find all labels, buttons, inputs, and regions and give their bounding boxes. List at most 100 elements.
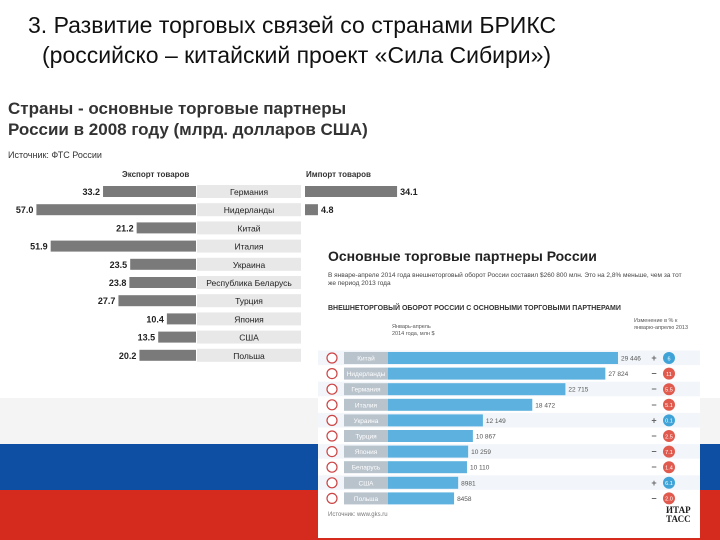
chart2-subtitle: ВНЕШНЕТОРГОВЫЙ ОБОРОТ РОССИИ С ОСНОВНЫМИ… bbox=[328, 305, 621, 312]
country-label-bg bbox=[344, 414, 388, 427]
country-label-bg bbox=[344, 492, 388, 505]
slide-title: 3. Развитие торговых связей со странами … bbox=[28, 10, 708, 70]
change-sign: − bbox=[651, 431, 656, 441]
turnover-bar bbox=[388, 414, 483, 427]
turnover-bar bbox=[388, 476, 459, 489]
change-value-label: 6 bbox=[667, 356, 670, 362]
turnover-value-label: 18 472 bbox=[535, 402, 555, 409]
export-bar bbox=[158, 331, 196, 343]
change-sign: − bbox=[651, 493, 656, 503]
import-value-label: 4.8 bbox=[321, 205, 334, 215]
export-value-label: 21.2 bbox=[116, 223, 134, 233]
export-value-label: 10.4 bbox=[146, 314, 164, 324]
export-value-label: 27.7 bbox=[98, 296, 116, 306]
country-label: Беларусь bbox=[352, 465, 381, 472]
country-flag-icon bbox=[326, 414, 338, 426]
change-value-label: 5.1 bbox=[665, 403, 673, 409]
country-label: Турция bbox=[235, 296, 263, 306]
change-badge bbox=[663, 383, 675, 396]
change-value-label: 11 bbox=[666, 372, 672, 378]
export-bar bbox=[129, 277, 196, 288]
itar-tass-logo: ИТАР ТАСС bbox=[666, 506, 691, 524]
country-label: Польша bbox=[354, 496, 379, 503]
turnover-bar bbox=[388, 430, 473, 442]
chart2-title: Основные торговые партнеры России bbox=[328, 248, 597, 264]
country-label-bg bbox=[197, 294, 301, 308]
turnover-bar bbox=[388, 352, 618, 364]
chart1-source: Источник: ФТС России bbox=[8, 150, 102, 160]
trade-partners-2008-chart: 33.2 Германия 34.1 57.0 Нидерланды 4.8 21.2 Кит… bbox=[16, 185, 418, 362]
turnover-value-label: 12 149 bbox=[486, 418, 506, 425]
country-label: Япония bbox=[234, 314, 264, 324]
change-badge bbox=[663, 461, 675, 474]
change-value-label: 2.5 bbox=[665, 434, 673, 440]
chart1-import-header: Импорт товаров bbox=[306, 170, 371, 179]
country-flag-icon bbox=[326, 399, 338, 411]
turnover-bar bbox=[388, 367, 606, 380]
country-label: Нидерланды bbox=[347, 371, 386, 378]
slide-title-line1: 3. Развитие торговых связей со странами … bbox=[28, 12, 557, 38]
change-sign: + bbox=[651, 478, 656, 488]
change-badge bbox=[663, 476, 675, 489]
logo-line2: ТАСС bbox=[666, 514, 691, 524]
export-bar bbox=[118, 295, 196, 307]
country-label-bg bbox=[344, 445, 388, 458]
export-value-label: 13.5 bbox=[138, 333, 156, 343]
change-sign: − bbox=[651, 369, 656, 379]
country-label: Китай bbox=[238, 223, 261, 233]
turnover-value-label: 10 867 bbox=[476, 434, 496, 441]
country-label-bg bbox=[344, 430, 388, 442]
trade-partners-2014-panel: Китай 29 446 +6 Нидерланды 27 824 − 11 Германия… bbox=[318, 238, 700, 538]
change-badge bbox=[663, 430, 675, 442]
change-value-label: 5.5 bbox=[665, 388, 673, 394]
change-value-label: 6.1 bbox=[665, 481, 673, 487]
country-label-bg bbox=[197, 257, 301, 271]
change-sign: − bbox=[651, 384, 656, 394]
country-label: Польша bbox=[233, 351, 265, 361]
country-label-bg bbox=[344, 476, 388, 489]
country-label-bg bbox=[197, 239, 301, 253]
country-label-bg bbox=[197, 312, 301, 326]
turnover-bar bbox=[388, 445, 469, 458]
country-label-bg bbox=[344, 461, 388, 474]
chart1-title-line2: России в 2008 году (млрд. долларов США) bbox=[8, 120, 368, 139]
export-value-label: 33.2 bbox=[83, 187, 101, 197]
logo-line1: ИТАР bbox=[666, 505, 691, 515]
country-label: Италия bbox=[355, 402, 378, 409]
change-value-label: 7.1 bbox=[665, 450, 673, 456]
change-badge bbox=[663, 492, 675, 505]
change-badge bbox=[663, 445, 675, 458]
turnover-value-label: 27 824 bbox=[608, 371, 628, 378]
country-label: Китай bbox=[357, 355, 375, 363]
change-badge bbox=[663, 352, 675, 364]
chart1-title: Страны - основные торговые партнеры Росс… bbox=[8, 98, 368, 140]
country-label-bg bbox=[344, 383, 388, 396]
export-value-label: 20.2 bbox=[119, 351, 137, 361]
country-flag-icon bbox=[326, 477, 338, 489]
country-label: США bbox=[239, 333, 259, 343]
country-label: Германия bbox=[230, 187, 269, 197]
country-label-bg bbox=[344, 367, 388, 380]
turnover-value-label: 8458 bbox=[457, 496, 472, 503]
turnover-value-label: 10 110 bbox=[470, 465, 490, 472]
change-badge bbox=[663, 367, 675, 380]
slide-title-line2: (российско – китайский проект «Сила Сиби… bbox=[42, 42, 552, 68]
country-flag-icon bbox=[326, 352, 338, 364]
turnover-value-label: 10 259 bbox=[471, 449, 491, 456]
country-label-bg bbox=[197, 221, 301, 235]
country-flag-icon bbox=[326, 446, 338, 458]
export-bar bbox=[36, 204, 197, 216]
chart2-description: В январе-апреле 2014 года внешнеторговый… bbox=[328, 272, 682, 287]
change-badge bbox=[663, 398, 675, 411]
export-value-label: 57.0 bbox=[16, 205, 34, 215]
change-value-label: 1.4 bbox=[665, 466, 673, 472]
import-bar bbox=[305, 204, 318, 216]
change-value-label: 2.0 bbox=[665, 497, 673, 503]
country-flag-icon bbox=[326, 461, 338, 473]
country-flag-icon bbox=[326, 383, 338, 395]
country-label: Республика Беларусь bbox=[206, 278, 292, 288]
trade-partners-2014-chart: Китай 29 446 +6 Нидерланды 27 824 − 11 Германия… bbox=[318, 350, 700, 506]
country-label: Япония bbox=[355, 449, 378, 456]
change-value-label: 0.1 bbox=[665, 419, 673, 425]
chart2-value-column-label: Январь-апрель 2014 года, млн $ bbox=[392, 324, 435, 337]
